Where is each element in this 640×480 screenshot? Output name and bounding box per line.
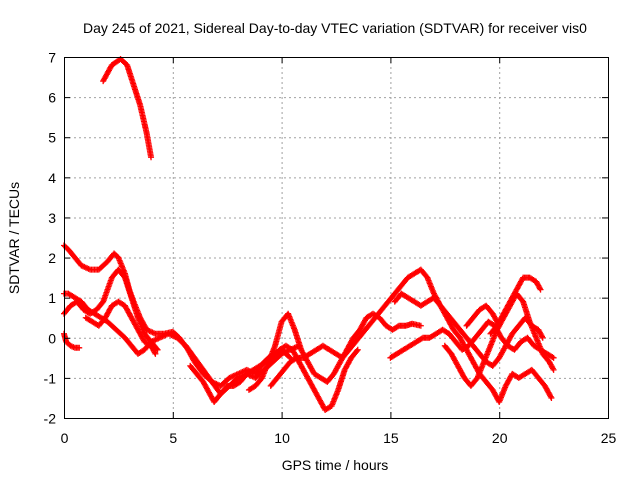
data-point (550, 366, 557, 373)
data-point (538, 333, 545, 340)
plot-frame (64, 57, 609, 419)
data-point (148, 154, 155, 161)
y-axis-label: SDTVAR / TECUs (6, 182, 22, 294)
x-tick-label: 0 (61, 430, 69, 446)
data-point (547, 393, 554, 400)
series-arc-1 (100, 56, 155, 161)
data-points (61, 56, 557, 413)
data-point (539, 334, 546, 341)
series-arc-6 (82, 298, 159, 357)
y-tick-label: 4 (48, 170, 56, 186)
y-tick-label: -2 (44, 411, 57, 427)
data-point (548, 394, 555, 401)
series-arc-7 (187, 342, 361, 413)
x-tick-label: 25 (601, 430, 617, 446)
data-point (495, 321, 502, 328)
y-tick-label: 6 (48, 90, 56, 106)
data-point (549, 365, 556, 372)
axis-ticks (64, 57, 609, 419)
y-tick-label: 5 (48, 130, 56, 146)
data-point (152, 350, 159, 357)
grid-lines (64, 57, 608, 418)
y-tick-label: 7 (48, 50, 56, 66)
data-point (76, 344, 83, 351)
data-point (354, 346, 361, 353)
data-point (417, 322, 424, 329)
data-point (496, 322, 503, 329)
series-arc-12 (441, 290, 557, 389)
data-point (536, 285, 543, 292)
y-tick-label: 0 (48, 330, 56, 346)
data-point (549, 354, 556, 361)
y-tick-label: -1 (44, 370, 57, 386)
series-arc-9 (267, 266, 555, 405)
chart-title: Day 245 of 2021, Sidereal Day-to-day VTE… (83, 20, 587, 36)
series-arc-8 (245, 310, 424, 393)
y-tick-labels: -2 -1 0 1 2 3 4 5 6 7 (44, 50, 57, 427)
x-tick-label: 15 (383, 430, 399, 446)
data-point (151, 349, 158, 356)
y-tick-label: 3 (48, 210, 56, 226)
data-point (353, 347, 360, 354)
series-arc-14 (463, 302, 503, 329)
y-tick-label: 1 (48, 290, 56, 306)
y-tick-label: 2 (48, 250, 56, 266)
x-tick-label: 10 (274, 430, 290, 446)
series-arc-4 (61, 266, 161, 353)
x-axis-label: GPS time / hours (282, 457, 389, 473)
data-point (537, 286, 544, 293)
x-tick-label: 20 (492, 430, 508, 446)
x-tick-labels: 0 5 10 15 20 25 (61, 430, 617, 446)
data-point (286, 353, 293, 360)
data-point (550, 354, 557, 361)
x-tick-label: 5 (169, 430, 177, 446)
